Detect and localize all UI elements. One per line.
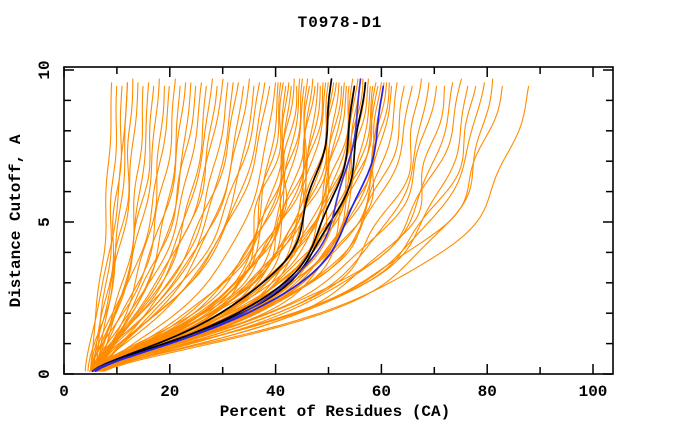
model-curve-orange (102, 85, 355, 372)
model-curve-orange (100, 85, 181, 372)
model-curve-orange (90, 85, 170, 372)
x-tick-label: 0 (59, 383, 69, 401)
y-tick-label: 0 (36, 369, 54, 379)
model-curve-blue (92, 78, 362, 372)
model-curve-orange (92, 85, 123, 372)
x-tick-label: 60 (372, 383, 391, 401)
model-curve-black (92, 81, 367, 372)
model-curve-orange (90, 82, 234, 372)
model-curve-black (94, 85, 356, 372)
plot-border (63, 66, 614, 375)
model-curve-orange (101, 85, 469, 372)
model-curve-orange (95, 85, 271, 372)
x-tick-label: 20 (160, 383, 179, 401)
model-curve-orange (95, 78, 224, 372)
tick-labels-layer: 0 20 40 60 80 100 0 5 10 (36, 60, 607, 401)
x-axis-label: Percent of Residues (CA) (220, 403, 450, 421)
model-curve-black (91, 78, 333, 372)
model-curve-orange (94, 82, 284, 372)
model-curve-orange (89, 82, 139, 372)
x-tick-label: 80 (478, 383, 497, 401)
ticks-layer (63, 67, 613, 375)
y-tick-label: 5 (36, 217, 54, 227)
model-curve-orange (84, 82, 128, 372)
model-curve-orange (95, 85, 503, 372)
model-curve-orange (92, 82, 398, 372)
model-curve-orange (94, 85, 305, 372)
model-curve-orange (95, 78, 160, 372)
model-curve-orange (94, 82, 327, 372)
model-curve-orange (104, 78, 494, 372)
model-curve-orange (100, 78, 213, 372)
model-curve-orange (91, 78, 295, 372)
model-curve-orange (92, 85, 437, 372)
x-tick-label: 40 (266, 383, 285, 401)
model-curve-blue (94, 85, 385, 372)
curves-layer (84, 78, 530, 372)
model-curve-orange (95, 78, 462, 372)
model-curve-orange (91, 85, 316, 372)
model-curve-orange (100, 85, 197, 372)
y-axis-label: Distance Cutoff, A (7, 134, 25, 307)
model-curve-orange (98, 85, 530, 372)
model-curve-orange (90, 82, 187, 372)
chart-title: T0978-D1 (298, 14, 383, 32)
model-curve-orange (90, 78, 250, 372)
model-curve-orange (98, 82, 485, 372)
model-curve-orange (90, 85, 155, 372)
y-tick-label: 10 (36, 60, 54, 79)
model-curve-orange (101, 82, 261, 372)
model-curve-orange (90, 82, 202, 372)
model-curve-orange (100, 82, 430, 372)
model-curve-orange (92, 85, 379, 372)
x-tick-label: 100 (579, 383, 608, 401)
model-curve-orange (95, 82, 239, 372)
model-curve-orange (95, 85, 393, 372)
model-curve-orange (94, 78, 369, 372)
model-curve-orange (101, 82, 277, 372)
model-curve-orange (91, 82, 337, 372)
model-curve-orange (103, 82, 454, 372)
